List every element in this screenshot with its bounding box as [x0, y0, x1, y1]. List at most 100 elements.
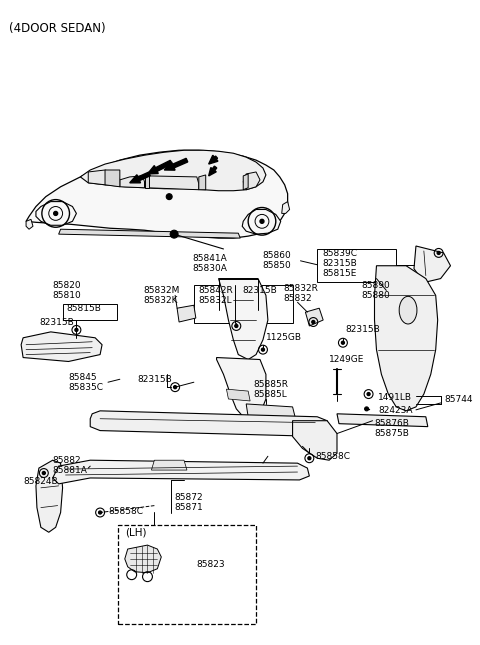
- Polygon shape: [218, 279, 268, 359]
- Text: 85858C: 85858C: [315, 451, 350, 461]
- Circle shape: [341, 341, 344, 344]
- Polygon shape: [120, 176, 144, 188]
- Polygon shape: [227, 389, 250, 401]
- Polygon shape: [36, 202, 76, 225]
- Circle shape: [54, 212, 58, 215]
- Text: 1491LB: 1491LB: [378, 393, 412, 402]
- Text: 82315B: 82315B: [242, 286, 277, 295]
- Text: 1125GB: 1125GB: [266, 333, 302, 342]
- Polygon shape: [282, 202, 289, 213]
- Text: 85845: 85845: [69, 373, 97, 382]
- Text: 82315B: 82315B: [138, 375, 172, 384]
- Text: 1249GE: 1249GE: [329, 355, 364, 364]
- Text: 85832: 85832: [284, 294, 312, 303]
- Text: 85890: 85890: [361, 281, 390, 290]
- Text: 85871: 85871: [174, 503, 203, 512]
- Bar: [317, 249, 396, 281]
- Polygon shape: [374, 266, 438, 411]
- Circle shape: [174, 386, 177, 389]
- Text: 85885L: 85885L: [253, 390, 287, 399]
- Polygon shape: [293, 421, 337, 460]
- Circle shape: [312, 321, 315, 324]
- Text: (LH): (LH): [125, 527, 146, 537]
- Circle shape: [367, 393, 370, 395]
- Circle shape: [166, 194, 172, 199]
- Circle shape: [437, 252, 440, 254]
- Polygon shape: [130, 172, 150, 183]
- Text: 85881A: 85881A: [53, 466, 87, 475]
- Polygon shape: [59, 229, 240, 238]
- Text: 85820: 85820: [53, 281, 81, 290]
- Circle shape: [365, 407, 369, 411]
- Text: 85872: 85872: [174, 493, 203, 502]
- Text: 85858C: 85858C: [108, 507, 143, 516]
- Text: 85823: 85823: [197, 561, 226, 570]
- Text: 85860: 85860: [262, 252, 291, 261]
- Text: 85832R: 85832R: [284, 284, 319, 293]
- Polygon shape: [90, 411, 329, 437]
- Text: 82315B: 82315B: [322, 259, 357, 268]
- Bar: [118, 525, 256, 624]
- Text: 82315B: 82315B: [39, 317, 73, 326]
- Circle shape: [260, 219, 264, 223]
- Polygon shape: [305, 308, 323, 326]
- Polygon shape: [177, 305, 196, 322]
- Text: 85842R: 85842R: [199, 286, 234, 295]
- Polygon shape: [151, 460, 187, 470]
- Bar: [194, 286, 293, 323]
- Circle shape: [262, 348, 264, 351]
- Text: 85850: 85850: [262, 261, 291, 270]
- Circle shape: [98, 511, 102, 514]
- Text: 85839C: 85839C: [322, 250, 357, 259]
- Text: 85880: 85880: [361, 291, 390, 300]
- Polygon shape: [414, 246, 451, 283]
- Polygon shape: [243, 174, 248, 190]
- Polygon shape: [80, 150, 266, 191]
- Text: 82423A: 82423A: [378, 406, 413, 415]
- Polygon shape: [246, 404, 296, 419]
- Circle shape: [42, 471, 45, 475]
- Text: 85875B: 85875B: [374, 429, 409, 438]
- Text: 85876B: 85876B: [374, 419, 409, 428]
- Polygon shape: [199, 175, 206, 190]
- Polygon shape: [337, 414, 428, 426]
- Polygon shape: [53, 460, 309, 484]
- Text: 85835C: 85835C: [69, 382, 104, 392]
- Text: 85830A: 85830A: [192, 264, 227, 273]
- Polygon shape: [147, 161, 172, 174]
- Circle shape: [308, 457, 311, 460]
- Polygon shape: [105, 170, 120, 187]
- Polygon shape: [147, 176, 199, 190]
- Text: 85744: 85744: [444, 395, 473, 404]
- Text: 85824B: 85824B: [23, 477, 58, 486]
- Polygon shape: [209, 155, 218, 164]
- Text: 85885R: 85885R: [253, 380, 288, 389]
- Text: 85832K: 85832K: [144, 296, 178, 305]
- Bar: [62, 304, 117, 320]
- Polygon shape: [36, 460, 62, 532]
- Text: 85832L: 85832L: [199, 296, 232, 305]
- Text: 85882: 85882: [53, 456, 81, 464]
- Text: 85841A: 85841A: [192, 254, 227, 263]
- Polygon shape: [125, 545, 161, 573]
- Polygon shape: [21, 332, 102, 361]
- Polygon shape: [216, 357, 266, 419]
- Polygon shape: [88, 170, 120, 185]
- Polygon shape: [242, 210, 281, 234]
- Circle shape: [75, 328, 78, 332]
- Polygon shape: [26, 150, 288, 238]
- Text: 85810: 85810: [53, 291, 82, 300]
- Polygon shape: [243, 172, 260, 190]
- Polygon shape: [164, 158, 188, 170]
- Circle shape: [235, 324, 238, 328]
- Polygon shape: [26, 219, 33, 229]
- Polygon shape: [144, 176, 149, 188]
- Text: (4DOOR SEDAN): (4DOOR SEDAN): [9, 22, 106, 35]
- Circle shape: [170, 230, 178, 238]
- Polygon shape: [209, 166, 217, 176]
- Ellipse shape: [399, 296, 417, 324]
- Text: 82315B: 82315B: [345, 326, 380, 334]
- Text: 85815E: 85815E: [322, 269, 357, 278]
- Text: 85815B: 85815B: [67, 304, 101, 313]
- Text: 85832M: 85832M: [144, 286, 180, 295]
